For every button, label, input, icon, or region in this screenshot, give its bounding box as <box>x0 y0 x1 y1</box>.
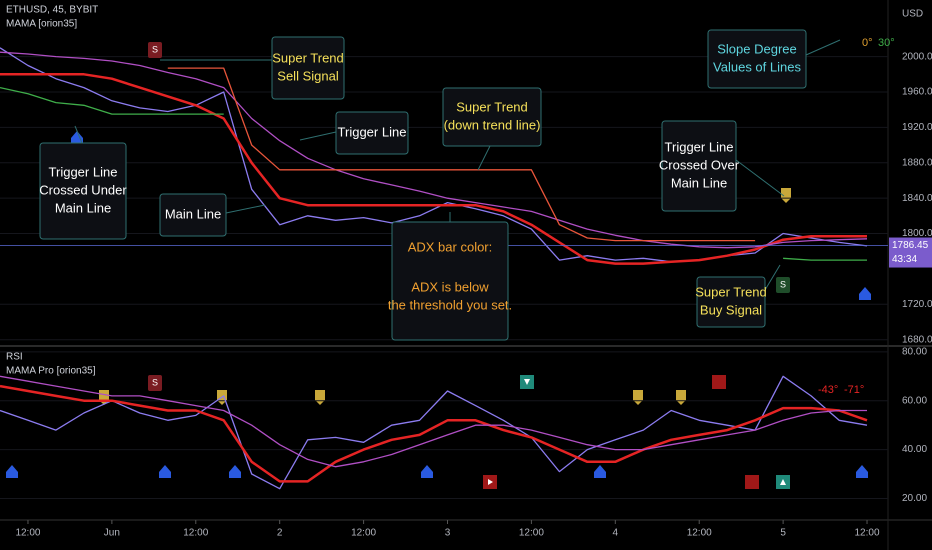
annotation-connector <box>74 125 83 144</box>
annotation-text: Buy Signal <box>700 302 762 317</box>
annotation-box <box>335 111 409 155</box>
annotation-connector <box>477 145 491 171</box>
y-tick-label: 1880.00 <box>902 157 932 168</box>
x-tick-label: 12:00 <box>855 528 880 539</box>
signal-label: S <box>780 279 786 289</box>
series-line <box>0 86 867 261</box>
annotation-text: Slope Degree <box>717 41 797 56</box>
annotation-box <box>159 193 227 237</box>
annotation-text: Super Trend <box>695 284 767 299</box>
x-tick-label: 12:00 <box>351 528 376 539</box>
x-tick-label: 12:00 <box>183 528 208 539</box>
annotation-connector <box>225 204 266 214</box>
y-tick-label: 80.00 <box>902 347 927 358</box>
annotation-connector <box>764 264 781 291</box>
slope-label: -43° <box>818 384 838 396</box>
annotation-connector <box>299 131 337 141</box>
y-tick-label: 2000.00 <box>902 51 932 62</box>
signal-boxes <box>483 375 790 489</box>
x-tick-label: 3 <box>445 528 451 539</box>
annotation-text: ADX is below <box>411 279 489 294</box>
annotation-box <box>271 36 345 100</box>
y-tick-label: 20.00 <box>902 493 927 504</box>
rsi-indicator-title: MAMA Pro [orion35] <box>6 366 96 377</box>
signal-label: S <box>152 44 158 54</box>
series-line <box>0 73 867 265</box>
annotation-text: Trigger Line <box>665 139 734 154</box>
currency-label: USD <box>902 9 923 20</box>
slope-label: 30° <box>878 37 895 49</box>
annotation-text: Crossed Over <box>659 157 740 172</box>
series-line <box>0 51 868 249</box>
y-tick-label: 40.00 <box>902 444 927 455</box>
annotation-box <box>442 87 542 147</box>
buy-arrows <box>6 131 871 478</box>
x-tick-label: 5 <box>780 528 786 539</box>
y-tick-label: 1800.00 <box>902 228 932 239</box>
annotation-text: Main Line <box>165 206 221 221</box>
slope-label: -71° <box>844 384 864 396</box>
series-line <box>0 384 868 483</box>
slope-label: 0° <box>862 37 873 49</box>
annotation-text: Sell Signal <box>277 68 339 83</box>
series-line <box>0 375 867 468</box>
countdown-label: 43:34 <box>892 254 917 265</box>
annotation-text: the threshold you set. <box>388 297 512 312</box>
y-tick-label: 1920.00 <box>902 122 932 133</box>
last-price-box <box>889 237 932 268</box>
series-line <box>0 375 868 490</box>
annotation-box <box>661 120 737 212</box>
x-tick-label: 12:00 <box>519 528 544 539</box>
last-price-label: 1786.45 <box>892 240 929 251</box>
y-tick-label: 60.00 <box>902 395 927 406</box>
annotation-box <box>39 142 127 240</box>
annotation-box <box>707 29 807 89</box>
y-tick-label: 1680.00 <box>902 334 932 345</box>
y-tick-label: 1720.00 <box>902 299 932 310</box>
x-tick-label: 4 <box>613 528 619 539</box>
annotation-text: Super Trend <box>272 50 344 65</box>
annotation-text: Super Trend <box>456 99 528 114</box>
y-tick-label: 1840.00 <box>902 193 932 204</box>
y-tick-label: 1960.00 <box>902 87 932 98</box>
annotation-text: (down trend line) <box>444 117 541 132</box>
series-line <box>167 67 756 242</box>
annotation-text: Crossed Under <box>39 182 127 197</box>
indicator-title: MAMA [orion35] <box>6 19 77 30</box>
annotation-text: Values of Lines <box>713 59 801 74</box>
signal-box <box>776 277 790 293</box>
signal-box <box>148 42 162 58</box>
annotation-text: Trigger Line <box>338 124 407 139</box>
x-tick-label: 2 <box>277 528 283 539</box>
annotation-text: ADX bar color: <box>408 239 493 254</box>
x-tick-label: Jun <box>104 528 120 539</box>
annotation-text: Main Line <box>671 175 727 190</box>
rsi-title: RSI <box>6 352 23 363</box>
x-tick-label: 12:00 <box>15 528 40 539</box>
signal-label: S <box>152 377 158 387</box>
annotation-connector <box>805 39 841 56</box>
annotation-text: Main Line <box>55 200 111 215</box>
annotation-text: Trigger Line <box>49 164 118 179</box>
annotation-box <box>696 276 766 328</box>
annotation-connector <box>735 159 785 197</box>
annotation-box <box>391 221 509 341</box>
symbol-title: ETHUSD, 45, BYBIT <box>6 5 98 16</box>
signal-box <box>148 375 162 391</box>
x-tick-label: 12:00 <box>687 528 712 539</box>
